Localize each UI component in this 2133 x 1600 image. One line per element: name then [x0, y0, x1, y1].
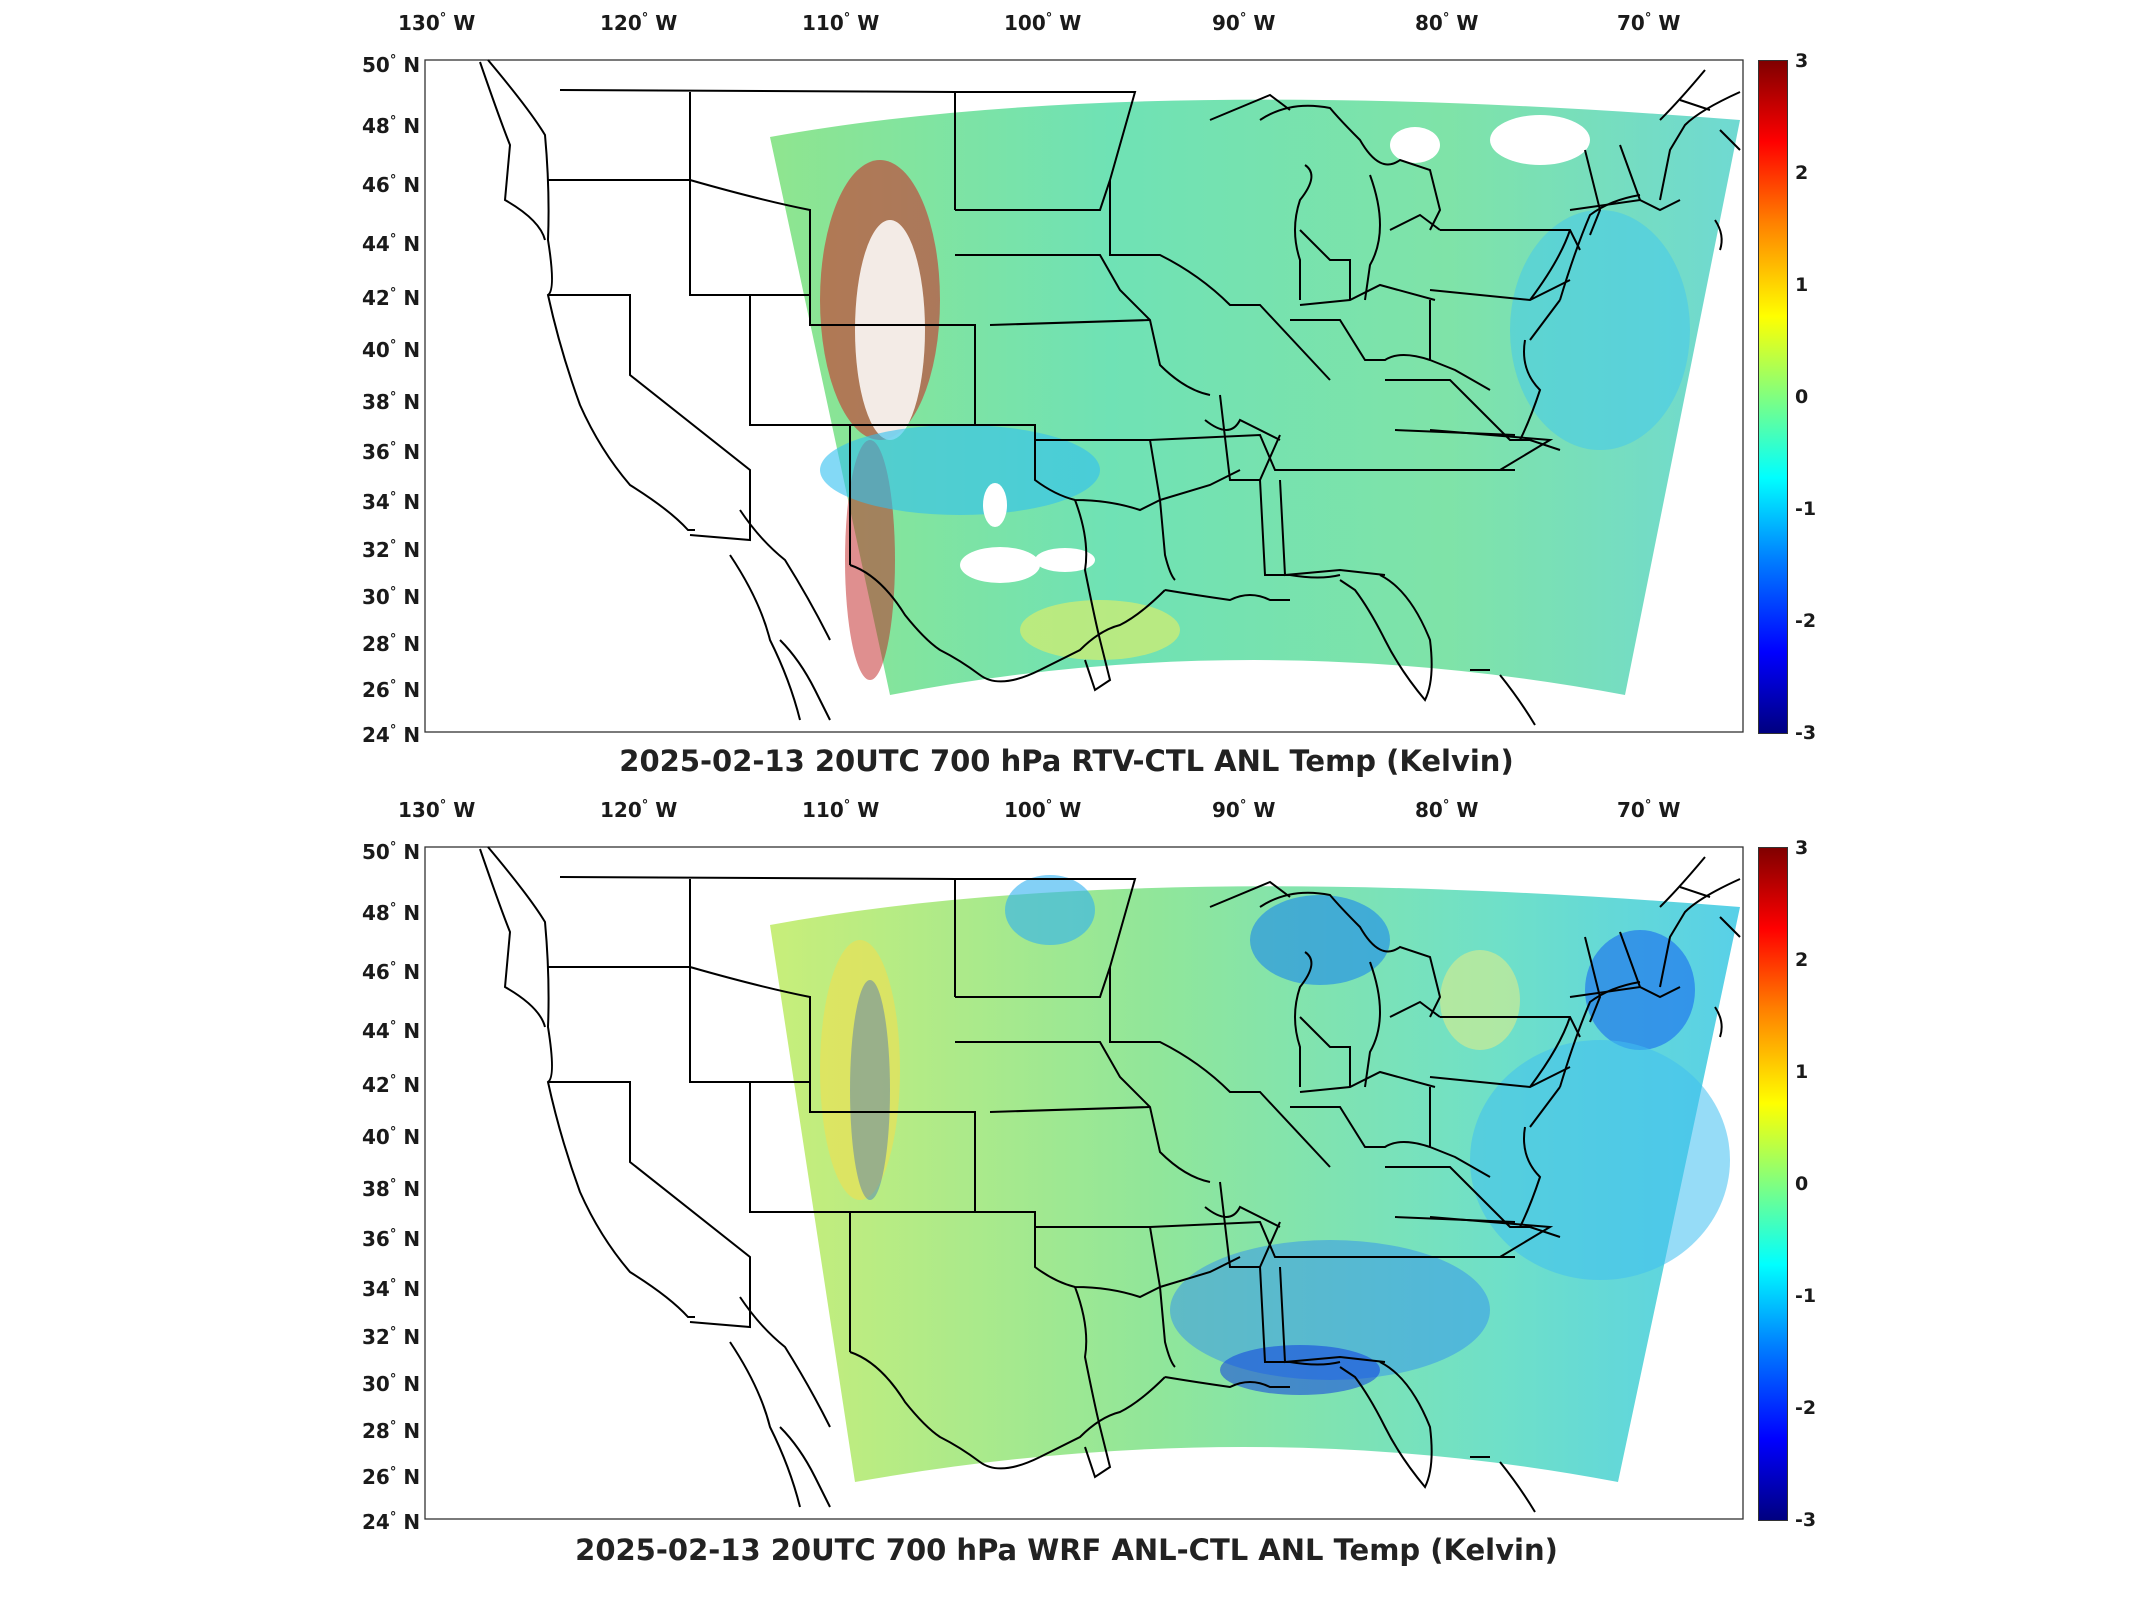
lon-label-80: 80° W: [1415, 798, 1478, 822]
colorbar-tick: 2: [1795, 949, 1809, 971]
lat-label-32: 32° N: [362, 1325, 420, 1349]
colorbar-tick: 3: [1795, 837, 1809, 859]
lat-label-50: 50° N: [362, 840, 420, 864]
panel-title: 2025-02-13 20UTC 700 hPa WRF ANL-CTL ANL…: [575, 1533, 1558, 1567]
lat-label-44: 44° N: [362, 232, 420, 256]
lat-label-34: 34° N: [362, 490, 420, 514]
lat-label-26: 26° N: [362, 1465, 420, 1489]
colorbar-tick: -2: [1795, 1397, 1817, 1419]
longitude-labels: 130° W: [398, 11, 475, 35]
panel-title: 2025-02-13 20UTC 700 hPa RTV-CTL ANL Tem…: [619, 744, 1514, 778]
lat-label-24: 24° N: [362, 1510, 420, 1534]
latitude-labels: 50° N 48° N 46° N 44° N 42° N 40° N 38° …: [362, 53, 420, 747]
lon-label-90: 90° W: [1212, 798, 1275, 822]
lat-label-38: 38° N: [362, 390, 420, 414]
state-boundaries: [479, 846, 1741, 1513]
lat-label-28: 28° N: [362, 1419, 420, 1443]
lon-label-100: 100° W: [1004, 11, 1081, 35]
lon-label-110: 110° W: [802, 11, 879, 35]
map-rtv-ctl: 130° W 120° W 110° W 100° W 90° W 80° W …: [362, 11, 1744, 747]
anomaly-patches: [820, 115, 1690, 680]
anomaly-patches: [820, 875, 1730, 1395]
lat-label-34: 34° N: [362, 1277, 420, 1301]
lon-label-90: 90° W: [1212, 11, 1275, 35]
lat-label-42: 42° N: [362, 286, 420, 310]
lat-label-48: 48° N: [362, 901, 420, 925]
lat-label-48: 48° N: [362, 114, 420, 138]
lat-label-30: 30° N: [362, 585, 420, 609]
colorbar-tick: 3: [1795, 50, 1809, 72]
colorbar-tick: -3: [1795, 722, 1817, 744]
colorbar-tick: 0: [1795, 386, 1809, 408]
lat-label-40: 40° N: [362, 1125, 420, 1149]
lon-label-130: 130° W: [398, 11, 475, 35]
state-boundaries: [479, 59, 1741, 726]
lat-label-38: 38° N: [362, 1177, 420, 1201]
lat-label-24: 24° N: [362, 723, 420, 747]
lon-label-110: 110° W: [802, 798, 879, 822]
lat-label-36: 36° N: [362, 440, 420, 464]
lon-label-130: 130° W: [398, 798, 475, 822]
lon-label-120: 120° W: [600, 11, 677, 35]
lon-label-80: 80° W: [1415, 11, 1478, 35]
colorbar-tick: -3: [1795, 1509, 1817, 1531]
lon-label-100: 100° W: [1004, 798, 1081, 822]
colorbar-tick: 0: [1795, 1173, 1809, 1195]
lon-label-120: 120° W: [600, 798, 677, 822]
colorbar-tick: 1: [1795, 274, 1809, 296]
lat-label-50: 50° N: [362, 53, 420, 77]
lat-label-42: 42° N: [362, 1073, 420, 1097]
longitude-labels: 130° W 120° W 110° W 100° W 90° W 80° W …: [398, 798, 1680, 822]
lat-label-32: 32° N: [362, 538, 420, 562]
lon-label-70: 70° W: [1617, 11, 1680, 35]
lon-label-70: 70° W: [1617, 798, 1680, 822]
lat-label-36: 36° N: [362, 1227, 420, 1251]
colorbar-tick: 1: [1795, 1061, 1809, 1083]
colorbar-tick: -2: [1795, 610, 1817, 632]
colorbar-wrf-anl-ctl: [1758, 847, 1788, 1521]
latitude-labels: 50° N 48° N 46° N 44° N 42° N 40° N 38° …: [362, 840, 420, 1534]
colorbar-tick: -1: [1795, 498, 1817, 520]
lat-label-40: 40° N: [362, 338, 420, 362]
data-domain: [770, 99, 1740, 696]
map-wrf-anl-ctl: 130° W 120° W 110° W 100° W 90° W 80° W …: [362, 798, 1744, 1534]
lat-label-46: 46° N: [362, 960, 420, 984]
lat-label-28: 28° N: [362, 632, 420, 656]
lat-label-44: 44° N: [362, 1019, 420, 1043]
lat-label-30: 30° N: [362, 1372, 420, 1396]
panel-rtv-ctl: 130° W 120° W 110° W 100° W 90° W 80° W …: [0, 0, 2133, 790]
panel-wrf-anl-ctl: 130° W 120° W 110° W 100° W 90° W 80° W …: [0, 790, 2133, 1600]
lat-label-26: 26° N: [362, 678, 420, 702]
lat-label-46: 46° N: [362, 173, 420, 197]
longitude-labels-rest: 120° W 110° W 100° W 90° W 80° W 70° W: [600, 11, 1680, 35]
colorbar-tick: 2: [1795, 162, 1809, 184]
colorbar-tick: -1: [1795, 1285, 1817, 1307]
colorbar-rtv-ctl: [1758, 60, 1788, 734]
